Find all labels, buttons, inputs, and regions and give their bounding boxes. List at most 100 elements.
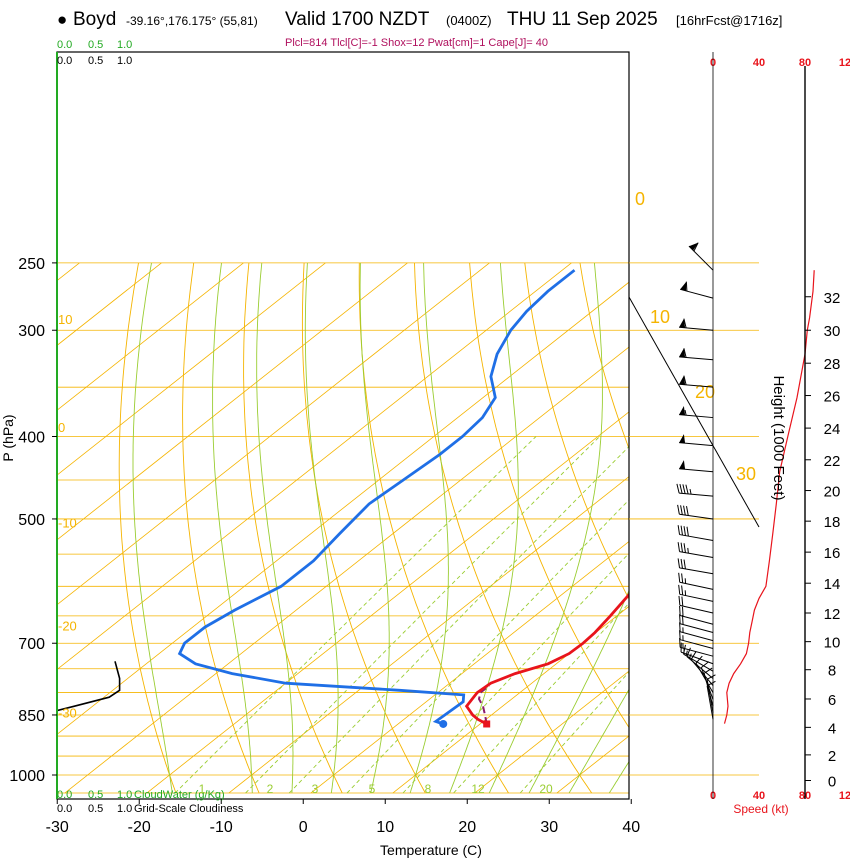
height-label-20: 20 <box>824 484 841 501</box>
wind-barb-15 <box>678 595 714 614</box>
moist-adiabat--20 <box>132 262 173 794</box>
wind-barb-24 <box>690 651 714 686</box>
height-label-0: 0 <box>828 774 836 791</box>
cloudiness-top-tick-2: 1.0 <box>117 55 132 67</box>
wind-barb-3 <box>679 348 714 361</box>
isotherm-left-label-2: -10 <box>58 516 77 531</box>
wind-barb-2 <box>679 318 714 331</box>
isotherm-right-label-1: 10 <box>650 307 670 327</box>
dry-adiabat-0 <box>243 262 343 794</box>
temperature-axis-label: Temperature (C) <box>380 842 482 858</box>
isotherm-right-label-3: 30 <box>736 464 756 484</box>
isotherm--60 <box>57 262 490 606</box>
height-label-24: 24 <box>824 421 841 438</box>
isotherm-0 <box>310 540 629 794</box>
mixing-ratio-5 <box>346 499 629 794</box>
wind-barb-12 <box>677 558 714 575</box>
wind-barb-22 <box>683 644 714 672</box>
parcel-curve <box>477 684 491 725</box>
pressure-label-400: 400 <box>18 430 45 447</box>
height-label-16: 16 <box>824 545 841 562</box>
height-label-6: 6 <box>828 692 836 709</box>
height-label-14: 14 <box>824 576 841 593</box>
cloudiness-bottom-tick-2: 1.0 <box>117 803 132 815</box>
valid-date: THU 11 Sep 2025 <box>507 9 658 30</box>
temperature-curve <box>464 592 629 726</box>
wind-barb-20 <box>679 637 714 657</box>
valid-utc: (0400Z) <box>446 13 492 28</box>
dry-adiabat-40 <box>469 262 629 729</box>
wind-speed-curve <box>723 270 815 724</box>
cloud-top-tick-1: 0.5 <box>88 39 103 51</box>
height-label-12: 12 <box>824 606 841 623</box>
cloud-bottom-tick-0: 0.0 <box>57 789 72 801</box>
speed-axis-label: Speed (kt) <box>733 802 788 816</box>
cloud-bottom-tick-2: 1.0 <box>117 789 132 801</box>
height-label-8: 8 <box>828 663 836 680</box>
pressure-axis-label: P (hPa) <box>0 414 16 461</box>
mixing-ratio-label-3: 3 <box>312 782 319 796</box>
moist-adiabat-25 <box>528 589 629 794</box>
dry-adiabat-30 <box>414 262 593 794</box>
surface-dewpoint-marker <box>439 719 448 728</box>
mixing-ratio-3 <box>288 445 629 794</box>
moist-adiabat-15 <box>449 262 519 794</box>
speed-top-tick-3: 12 <box>839 57 850 69</box>
wind-barb-5 <box>679 406 714 419</box>
moist-adiabat-5 <box>359 262 390 794</box>
height-label-18: 18 <box>824 514 841 531</box>
mixing-ratio-label-20: 20 <box>539 782 553 796</box>
moist-adiabat-35 <box>608 760 629 794</box>
wind-barb-29 <box>706 680 716 720</box>
temp-tick-label--10: -10 <box>210 819 233 836</box>
mixing-ratio-label-5: 5 <box>369 782 376 796</box>
temp-tick-label--30: -30 <box>46 819 69 836</box>
pressure-label-1000: 1000 <box>9 768 45 785</box>
wind-barb-8 <box>676 483 714 497</box>
mixing-ratio-2 <box>245 436 600 794</box>
moist-adiabat-30 <box>568 688 629 794</box>
moist-adiabat--10 <box>212 262 253 794</box>
cloudiness-bottom-tick-1: 0.5 <box>88 803 103 815</box>
station-name: Boyd <box>73 9 117 30</box>
pressure-label-500: 500 <box>18 512 45 529</box>
wind-barb-13 <box>678 572 714 590</box>
height-label-2: 2 <box>828 748 836 765</box>
temp-tick-label-20: 20 <box>458 819 476 836</box>
isotherm--50 <box>57 262 572 671</box>
speed-bottom-tick-1: 40 <box>753 790 765 802</box>
isotherm-left-label-1: 0 <box>58 420 65 435</box>
moist-adiabat-20 <box>488 262 603 794</box>
isotherm--20 <box>146 411 629 794</box>
forecast-info: [16hrFcst@1716z] <box>676 13 783 28</box>
mixing-ratio-1 <box>174 436 537 794</box>
mixing-ratio-label-2: 2 <box>267 782 274 796</box>
cloud-top-tick-2: 1.0 <box>117 39 132 51</box>
cloudwater-curve <box>57 661 121 712</box>
wind-barb-9 <box>677 504 714 520</box>
dewpoint-curve <box>177 269 576 726</box>
wind-barb-10 <box>677 525 714 541</box>
pressure-label-700: 700 <box>18 636 45 653</box>
cloudiness-bottom-tick-0: 0.0 <box>57 803 72 815</box>
wind-barb-21 <box>680 642 714 665</box>
stability-indices: Plcl=814 Tlcl[C]=-1 Shox=12 Pwat[cm]=1 C… <box>285 37 549 49</box>
dry-adiabat--20 <box>118 262 177 794</box>
station-bullet-icon: ● <box>57 10 68 29</box>
height-axis-label: Height (1000 Feet) <box>770 375 787 500</box>
moist-adiabat-10 <box>409 262 449 794</box>
height-label-30: 30 <box>824 323 841 340</box>
isotherm-left-label-0: 10 <box>58 312 72 327</box>
panel-diagonal <box>628 296 760 528</box>
dry-adiabat-70 <box>635 263 850 793</box>
dry-adiabat-60 <box>579 262 629 450</box>
station-coords: -39.16°,176.175° (55,81) <box>126 14 258 28</box>
pressure-label-250: 250 <box>18 256 45 273</box>
wind-barb-4 <box>679 375 714 388</box>
dry-adiabat-50 <box>524 262 629 600</box>
height-label-22: 22 <box>824 453 841 470</box>
isotherm-10 <box>392 605 629 794</box>
wind-barb-0 <box>688 242 714 271</box>
wind-barb-25 <box>695 655 714 693</box>
speed-top-tick-1: 40 <box>753 57 765 69</box>
